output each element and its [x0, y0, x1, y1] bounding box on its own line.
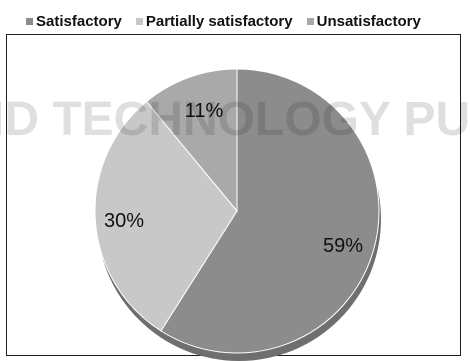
- legend-item-partially-satisfactory: Partially satisfactory: [135, 12, 293, 30]
- legend-item-satisfactory: Satisfactory: [26, 13, 122, 30]
- pie-label-unsatisfactory: 11%: [185, 100, 224, 122]
- legend-swatch-unsatisfactory: [306, 17, 314, 25]
- legend-label-partially-satisfactory: Partially satisfactory: [145, 12, 293, 30]
- pie-slice-partially-satisfactory: [94, 100, 238, 332]
- pie-slice-unsatisfactory: [145, 68, 238, 213]
- legend-item-unsatisfactory: Unsatisfactory: [306, 12, 421, 30]
- legend-swatch-partially-satisfactory: [135, 17, 143, 25]
- pie-label-satisfactory: 59%: [323, 235, 363, 257]
- legend-swatch-satisfactory: [26, 17, 33, 25]
- legend-label-unsatisfactory: Unsatisfactory: [316, 12, 421, 30]
- chart-legend: Satisfactory Partially satisfactory Unsa…: [0, 11, 470, 31]
- pie-label-partially-satisfactory: 30%: [104, 210, 144, 232]
- pie-slice-satisfactory: [160, 68, 380, 354]
- legend-label-satisfactory: Satisfactory: [36, 12, 122, 30]
